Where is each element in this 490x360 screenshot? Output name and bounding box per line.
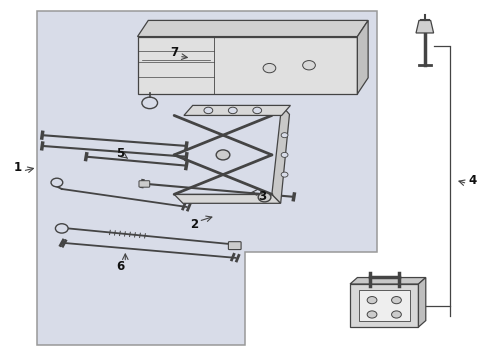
Text: 5: 5 xyxy=(116,147,124,159)
Circle shape xyxy=(51,178,63,187)
Polygon shape xyxy=(416,21,434,33)
Text: 7: 7 xyxy=(170,46,178,59)
FancyBboxPatch shape xyxy=(139,181,150,187)
Circle shape xyxy=(55,224,68,233)
Polygon shape xyxy=(184,105,291,116)
Circle shape xyxy=(258,193,271,202)
FancyBboxPatch shape xyxy=(228,242,241,249)
Text: 3: 3 xyxy=(258,190,266,203)
Circle shape xyxy=(228,107,237,114)
Circle shape xyxy=(281,152,288,157)
Polygon shape xyxy=(357,21,368,94)
Circle shape xyxy=(281,133,288,138)
Polygon shape xyxy=(174,194,281,203)
FancyBboxPatch shape xyxy=(359,291,410,320)
Polygon shape xyxy=(138,21,368,37)
Polygon shape xyxy=(272,105,290,203)
Text: 2: 2 xyxy=(190,218,198,231)
Circle shape xyxy=(142,97,158,109)
Polygon shape xyxy=(37,12,377,345)
Text: 1: 1 xyxy=(14,161,22,174)
Text: 6: 6 xyxy=(116,260,124,273)
Circle shape xyxy=(367,297,377,304)
Circle shape xyxy=(263,63,276,73)
Circle shape xyxy=(216,150,230,160)
Polygon shape xyxy=(138,37,357,94)
Circle shape xyxy=(392,297,401,304)
Circle shape xyxy=(253,107,262,114)
Circle shape xyxy=(392,311,401,318)
Text: 4: 4 xyxy=(468,174,476,186)
Polygon shape xyxy=(350,278,426,284)
Circle shape xyxy=(281,172,288,177)
Circle shape xyxy=(367,311,377,318)
Circle shape xyxy=(204,107,213,114)
Polygon shape xyxy=(418,278,426,327)
FancyBboxPatch shape xyxy=(350,284,418,327)
Circle shape xyxy=(303,60,316,70)
